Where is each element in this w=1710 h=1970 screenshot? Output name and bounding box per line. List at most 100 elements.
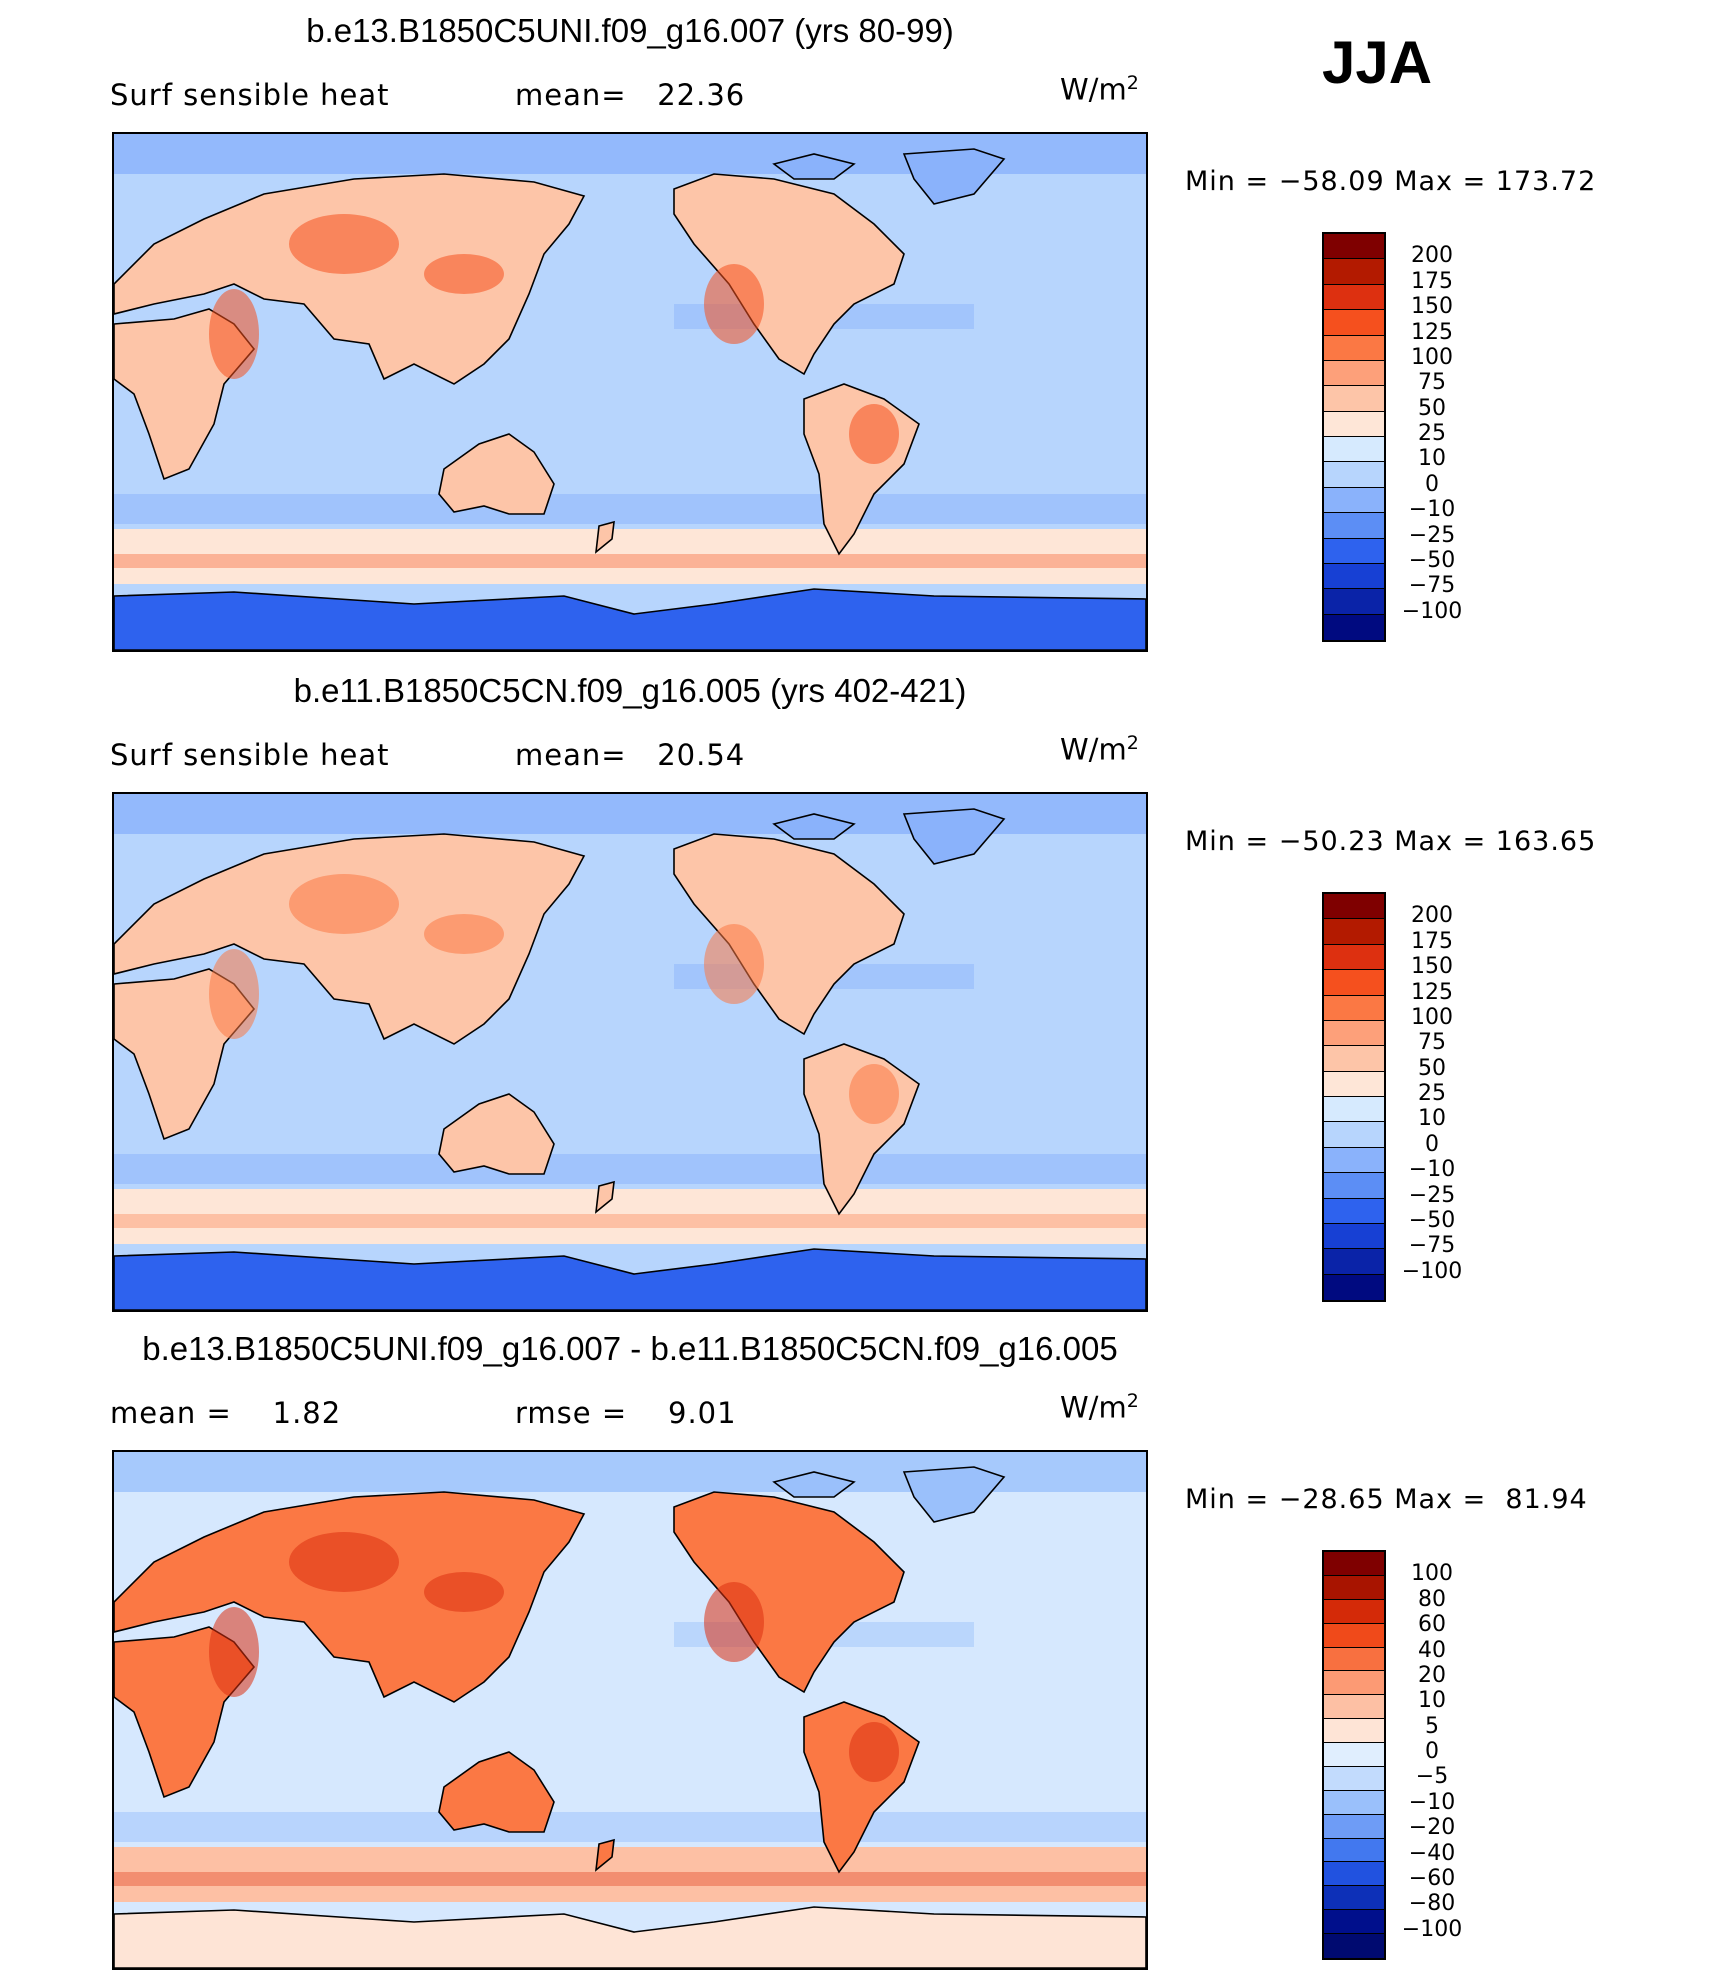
heat-hotspot: [424, 1572, 504, 1612]
colorbar-swatch: [1324, 894, 1384, 920]
colorbar-swatch: [1324, 284, 1384, 311]
colorbar-tick-label: −50: [1408, 547, 1456, 573]
colorbar-tick-label: −100: [1401, 1916, 1463, 1942]
colorbar-swatch: [1324, 1814, 1384, 1839]
landmass-arctic-isl: [772, 1471, 856, 1498]
southern-ocean-band: [114, 1872, 1146, 1886]
colorbar-tick-label: 0: [1425, 1131, 1439, 1157]
landmass-arctic-isl: [772, 153, 856, 180]
colorbar-tick-label: 50: [1418, 395, 1446, 421]
colorbar-tick-label: −100: [1401, 1258, 1463, 1284]
colorbar-tick-label: 10: [1418, 1106, 1446, 1132]
colorbar-tick-label: 80: [1418, 1586, 1446, 1612]
panel-1-map-graphic: [114, 134, 1146, 650]
colorbar-tick-label: 60: [1418, 1612, 1446, 1638]
colorbar-tick-label: −50: [1408, 1207, 1456, 1233]
colorbar-tick-label: 200: [1411, 243, 1453, 269]
panel-2-map: [112, 792, 1148, 1312]
panel-1-units: W/m2: [1060, 72, 1139, 107]
landmass-nz: [594, 1180, 615, 1214]
colorbar-swatch: [1324, 1147, 1384, 1174]
colorbar-tick-label: 10: [1418, 446, 1446, 472]
southern-ocean-band: [114, 1812, 1146, 1842]
colorbar-swatch: [1324, 1575, 1384, 1600]
colorbar-tick-label: −25: [1408, 522, 1456, 548]
colorbar-swatch: [1324, 1719, 1384, 1743]
panel-2-minmax: Min = −50.23 Max = 163.65: [1185, 826, 1597, 857]
colorbar-tick-label: 100: [1411, 344, 1453, 370]
colorbar-swatch: [1324, 234, 1384, 260]
colorbar-tick-label: 10: [1418, 1688, 1446, 1714]
tropical-band: [114, 434, 1146, 494]
landmass-namerica: [673, 1491, 905, 1694]
landmass-antarctica: [114, 1906, 1146, 1968]
heat-hotspot: [849, 1064, 899, 1124]
colorbar-tick-label: 100: [1411, 1004, 1453, 1030]
colorbar-swatch: [1324, 1274, 1384, 1300]
colorbar-swatch: [1324, 1647, 1384, 1672]
colorbar-swatch: [1324, 1071, 1384, 1097]
heat-hotspot: [704, 264, 764, 344]
colorbar-swatch: [1324, 1623, 1384, 1648]
panel-3-units: W/m2: [1060, 1390, 1139, 1425]
landmass-australia: [438, 1751, 555, 1833]
panel-2-title: b.e11.B1850C5CN.f09_g16.005 (yrs 402-421…: [293, 672, 967, 709]
landmass-arctic-isl: [772, 813, 856, 840]
tropical-band: [114, 1094, 1146, 1154]
colorbar-swatch: [1324, 487, 1384, 514]
colorbar-swatch: [1324, 1097, 1384, 1123]
colorbar-swatch: [1324, 386, 1384, 412]
landmass-eurasia: [114, 173, 586, 385]
panel-1-mean: mean= 22.36: [515, 78, 746, 112]
landmass-namerica: [673, 173, 905, 376]
colorbar-tick-label: 25: [1418, 421, 1446, 446]
colorbar-tick-label: 125: [1411, 979, 1453, 1005]
colorbar-swatch: [1324, 1671, 1384, 1696]
landmass-antarctica: [114, 588, 1146, 650]
landmass-namerica: [673, 833, 905, 1036]
panel-3-rmse: rmse = 9.01: [515, 1396, 737, 1430]
landmass-australia: [438, 433, 555, 515]
colorbar-swatch: [1324, 1910, 1384, 1934]
landmass-nz: [594, 520, 615, 554]
colorbar-swatch: [1324, 1766, 1384, 1791]
panel-2-units: W/m2: [1060, 732, 1139, 767]
heat-hotspot: [849, 1722, 899, 1782]
colorbar-tick-label: −25: [1408, 1182, 1456, 1208]
colorbar-tick-label: −100: [1401, 598, 1463, 624]
colorbar-tick-label: 100: [1411, 1561, 1453, 1587]
panel-1-variable: Surf sensible heat: [110, 78, 390, 112]
landmass-eurasia: [114, 1491, 586, 1703]
colorbar-swatch: [1324, 589, 1384, 615]
colorbar-tick-label: 0: [1425, 1739, 1439, 1764]
colorbar-swatch: [1324, 259, 1384, 285]
panel-3-colorbar: [1322, 1550, 1386, 1960]
landmass-nz: [594, 1838, 615, 1872]
colorbar-swatch: [1324, 1838, 1384, 1863]
panel-1-minmax: Min = −58.09 Max = 173.72: [1185, 166, 1597, 197]
panel-1-map: [112, 132, 1148, 652]
heat-hotspot: [289, 214, 399, 274]
colorbar-swatch: [1324, 1886, 1384, 1911]
colorbar-swatch: [1324, 1743, 1384, 1767]
panel-2-colorbar: [1322, 892, 1386, 1302]
landmass-australia: [438, 1093, 555, 1175]
colorbar-swatch: [1324, 360, 1384, 387]
colorbar-tick-label: −60: [1408, 1865, 1456, 1891]
colorbar-tick-label: 75: [1418, 370, 1446, 396]
colorbar-tick-label: 20: [1418, 1662, 1446, 1688]
colorbar-swatch: [1324, 513, 1384, 539]
heat-hotspot: [424, 914, 504, 954]
southern-ocean-band: [114, 554, 1146, 568]
colorbar-swatch: [1324, 462, 1384, 488]
colorbar-tick-label: −10: [1408, 1157, 1456, 1183]
colorbar-swatch: [1324, 335, 1384, 361]
colorbar-swatch: [1324, 1790, 1384, 1815]
panel-3-minmax: Min = −28.65 Max = 81.94: [1185, 1484, 1588, 1515]
panel-2-variable: Surf sensible heat: [110, 738, 390, 772]
colorbar-tick-label: 150: [1411, 294, 1453, 320]
colorbar-swatch: [1324, 1198, 1384, 1224]
southern-ocean-band: [114, 1189, 1146, 1244]
colorbar-swatch: [1324, 1934, 1384, 1958]
colorbar-swatch: [1324, 970, 1384, 996]
